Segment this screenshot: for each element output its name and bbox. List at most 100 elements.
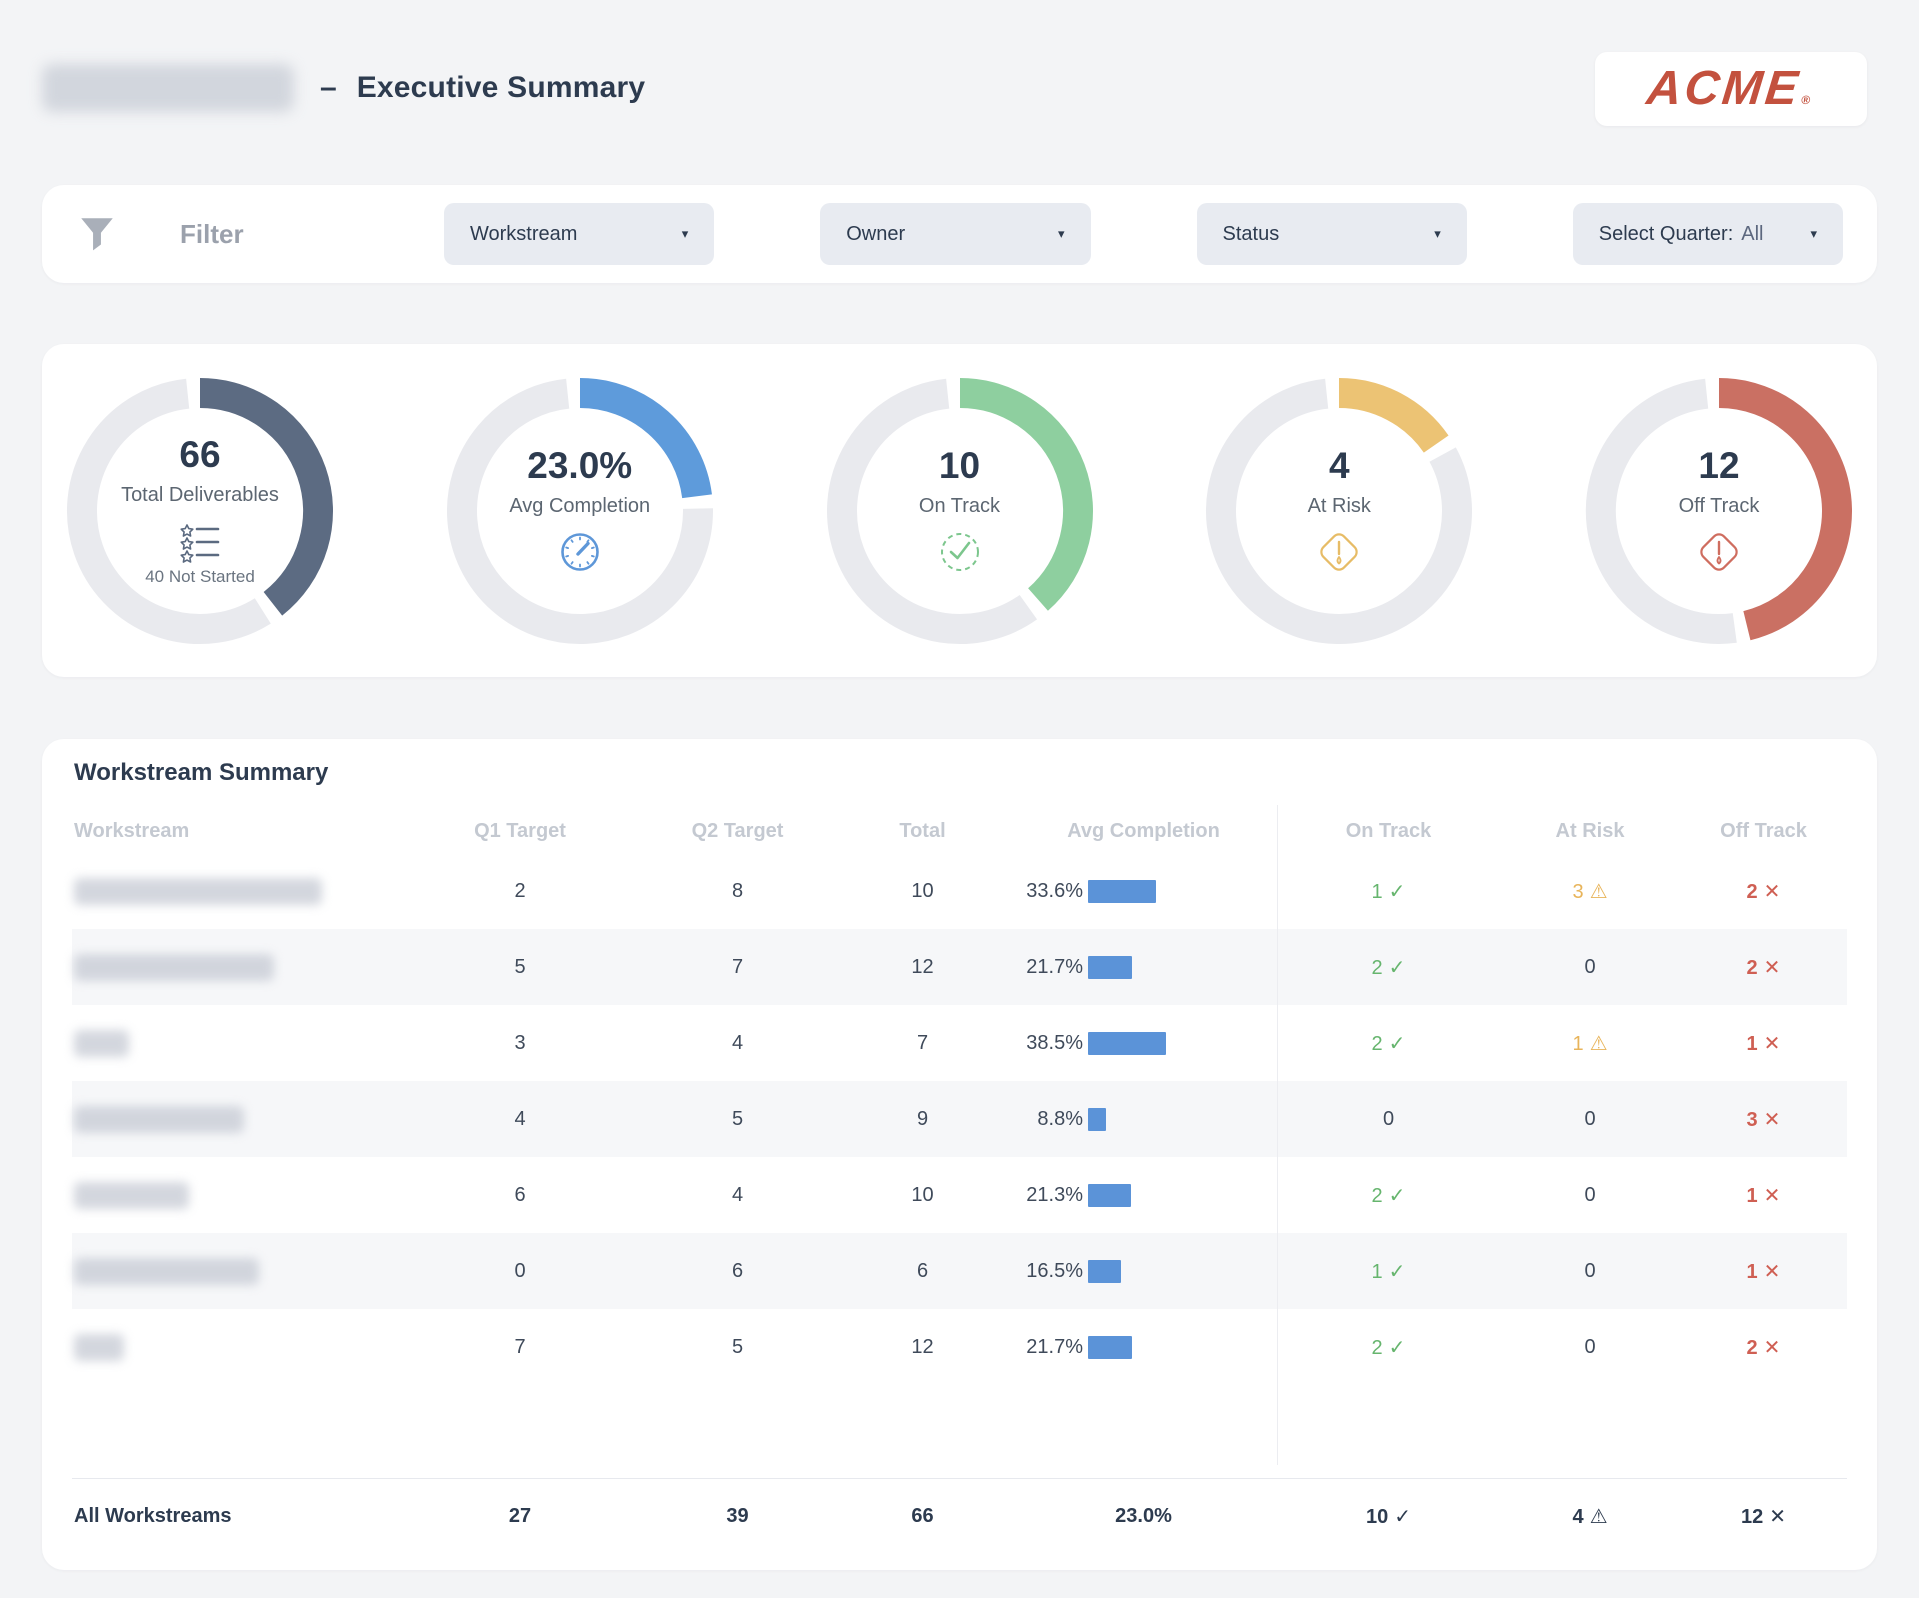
table-row[interactable]: 6 4 10 21.3% 2 ✓ 0 1 ✕ — [72, 1157, 1847, 1233]
title-separator: – — [320, 71, 337, 104]
donut-ring — [826, 377, 1093, 644]
table-row[interactable]: 2 8 10 33.6% 1 ✓ 3 ⚠ 2 ✕ — [72, 853, 1847, 929]
avg-completion-bar — [1088, 879, 1156, 903]
kpi-label: Avg Completion — [509, 495, 651, 517]
q1-target-cell: 5 — [514, 955, 526, 978]
cross-icon: ✕ — [1763, 1260, 1781, 1283]
q1-target-cell: 2 — [514, 879, 526, 902]
off-track-cell: 1 ✕ — [1746, 1260, 1781, 1283]
kpi-sub: 40 Not Started — [145, 567, 255, 586]
off-track-cell: 2 ✕ — [1746, 880, 1781, 903]
kpi-center: 12 Off Track — [1619, 411, 1819, 611]
kpi-icon-wrap — [936, 528, 984, 576]
q1-target-cell: 0 — [514, 1259, 526, 1282]
avg-completion-cell: 33.6% — [1010, 879, 1277, 903]
off-track-cell: 1 ✕ — [1746, 1032, 1781, 1055]
at-risk-cell: 0 — [1584, 955, 1596, 978]
column-header-on-track: On Track — [1345, 819, 1432, 842]
blurred-report-name — [42, 64, 294, 112]
workstream-name-cell — [72, 1333, 400, 1361]
kpi-icon-wrap — [1695, 528, 1743, 576]
column-header-total: Total — [899, 819, 946, 842]
donut-ring — [1585, 377, 1852, 644]
kpi-icon-wrap — [557, 528, 603, 576]
off-track-cell: 2 ✕ — [1746, 956, 1781, 979]
q2-target-cell: 8 — [731, 879, 744, 902]
warning-icon: ⚠ — [1589, 1032, 1608, 1055]
workstream-name-cell — [72, 877, 400, 905]
q1-target-cell: 4 — [514, 1107, 526, 1130]
kpi-icon-wrap — [177, 517, 223, 565]
cross-icon: ✕ — [1763, 1336, 1781, 1359]
total-cell: 9 — [916, 1107, 929, 1130]
q2-target-cell: 4 — [731, 1031, 744, 1054]
chevron-down-icon: ▾ — [681, 226, 689, 241]
on-track-cell: 2 ✓ — [1371, 1032, 1406, 1055]
logo-card: ACME® — [1595, 52, 1867, 126]
filter-left: Filter — [76, 213, 444, 255]
table-row[interactable]: 5 7 12 21.7% 2 ✓ 0 2 ✕ — [72, 929, 1847, 1005]
dropdown-label: Owner — [846, 222, 906, 245]
footer-check-icon: ✓ — [1394, 1506, 1411, 1528]
workstream-name-blur — [74, 1029, 129, 1057]
table-row[interactable]: 4 5 9 8.8% 0 0 3 ✕ — [72, 1081, 1847, 1157]
at-risk-cell: 1 ⚠ — [1572, 1032, 1608, 1055]
table-footer: All Workstreams 27 39 66 23.0% 10 ✓ 4 ⚠ 12 ✕ — [72, 1478, 1847, 1554]
filter-dropdown-owner[interactable]: Owner ▾ — [820, 203, 1091, 265]
alert-diamond-icon — [1320, 533, 1358, 571]
kpi-label: Off Track — [1678, 495, 1760, 517]
warning-icon: ⚠ — [1589, 880, 1608, 903]
dropdown-label: Status — [1222, 222, 1280, 245]
check-icon: ✓ — [1388, 1336, 1406, 1359]
table-row[interactable]: 3 4 7 38.5% 2 ✓ 1 ⚠ 1 ✕ — [72, 1005, 1847, 1081]
kpi-value: 10 — [938, 445, 981, 486]
on-track-cell: 1 ✓ — [1371, 1260, 1406, 1283]
kpi-on-track: 10 On Track — [824, 375, 1096, 647]
filter-dropdown-select-quarter[interactable]: Select Quarter: All ▾ — [1572, 203, 1843, 265]
footer-q2-total: 39 — [726, 1505, 749, 1527]
q2-target-cell: 4 — [731, 1183, 744, 1206]
kpi-center: 23.0% Avg Completion — [480, 411, 680, 611]
workstream-name-blur — [74, 1333, 124, 1361]
at-risk-cell: 0 — [1584, 1259, 1596, 1282]
at-risk-cell: 0 — [1584, 1335, 1596, 1358]
column-header-avg-completion: Avg Completion — [1067, 819, 1220, 842]
dropdown-label: Workstream — [470, 222, 578, 245]
kpi-label: At Risk — [1307, 495, 1371, 517]
footer-off-track: 12 ✕ — [1740, 1506, 1786, 1528]
q2-target-cell: 6 — [731, 1259, 744, 1282]
donut-ring — [1206, 377, 1473, 644]
on-track-cell: 0 — [1382, 1107, 1395, 1130]
check-icon: ✓ — [1388, 1184, 1406, 1207]
check-circle-icon — [940, 533, 979, 571]
avg-completion-cell: 38.5% — [1010, 1031, 1277, 1055]
column-header-at-risk: At Risk — [1555, 819, 1625, 842]
avg-percent-label: 21.3% — [1026, 1183, 1083, 1206]
off-track-cell: 3 ✕ — [1746, 1108, 1781, 1131]
chevron-down-icon: ▾ — [1810, 226, 1817, 241]
filter-dropdown-status[interactable]: Status ▾ — [1196, 203, 1467, 265]
workstream-name-blur — [74, 953, 274, 981]
cross-icon: ✕ — [1763, 956, 1781, 979]
filter-dropdown-workstream[interactable]: Workstream ▾ — [444, 203, 715, 265]
kpi-value: 12 — [1698, 445, 1740, 486]
workstream-name-cell — [72, 1257, 400, 1285]
avg-completion-bar — [1088, 1031, 1166, 1055]
check-icon: ✓ — [1388, 1260, 1406, 1283]
kpi-label: On Track — [918, 495, 1001, 517]
kpi-off-track: 12 Off Track — [1583, 375, 1855, 647]
avg-percent-label: 8.8% — [1037, 1107, 1083, 1130]
table-row[interactable]: 7 5 12 21.7% 2 ✓ 0 2 ✕ — [72, 1309, 1847, 1385]
footer-cross-icon: ✕ — [1769, 1506, 1786, 1528]
workstream-name-cell — [72, 1105, 400, 1133]
alert-diamond-icon — [1700, 533, 1738, 571]
page-title: Executive Summary — [356, 71, 646, 104]
avg-completion-bar — [1088, 1259, 1121, 1283]
check-icon: ✓ — [1388, 880, 1406, 903]
avg-percent-label: 16.5% — [1026, 1259, 1083, 1282]
at-risk-cell: 0 — [1584, 1107, 1596, 1130]
table-row[interactable]: 0 6 6 16.5% 1 ✓ 0 1 ✕ — [72, 1233, 1847, 1309]
q1-target-cell: 7 — [514, 1335, 526, 1358]
workstream-name-blur — [74, 877, 322, 905]
